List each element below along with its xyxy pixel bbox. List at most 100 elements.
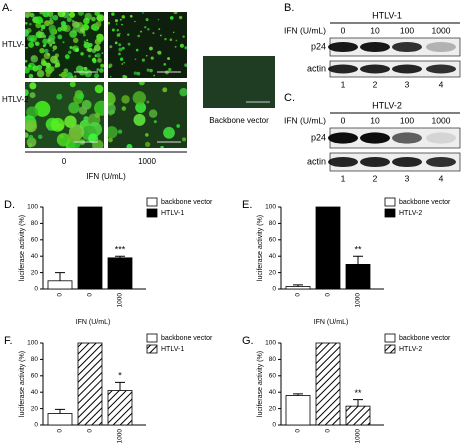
y-tick-label: 40 bbox=[31, 389, 39, 396]
y-axis-label: luciferase activity (%) bbox=[257, 351, 264, 417]
cell bbox=[94, 100, 104, 116]
cell bbox=[169, 16, 174, 20]
cell bbox=[25, 46, 28, 49]
x-tick-label: 0 bbox=[295, 293, 302, 297]
cell bbox=[118, 47, 123, 52]
cell bbox=[68, 12, 76, 18]
micrograph bbox=[25, 82, 104, 148]
cell bbox=[52, 49, 55, 52]
cell bbox=[135, 101, 147, 113]
label: 4 bbox=[439, 79, 444, 89]
y-tick-label: 20 bbox=[269, 405, 277, 412]
cell bbox=[135, 48, 139, 52]
cell bbox=[121, 106, 127, 111]
cell bbox=[83, 17, 90, 25]
cell bbox=[69, 82, 76, 88]
cell bbox=[86, 39, 89, 42]
cells bbox=[108, 12, 187, 78]
x-tick-label: 0 bbox=[295, 429, 302, 433]
cell bbox=[65, 72, 73, 78]
cell bbox=[95, 53, 101, 58]
cell bbox=[94, 112, 101, 119]
cell bbox=[29, 23, 32, 26]
cell bbox=[72, 46, 76, 50]
significance: * bbox=[118, 371, 122, 381]
cell bbox=[115, 23, 118, 25]
cell bbox=[56, 93, 63, 100]
cell bbox=[134, 58, 137, 61]
cell bbox=[29, 82, 37, 90]
cell bbox=[40, 28, 43, 32]
legend-swatch bbox=[146, 197, 158, 207]
cell bbox=[162, 87, 168, 93]
cell bbox=[80, 52, 84, 56]
cell bbox=[37, 134, 43, 140]
cell bbox=[141, 58, 145, 62]
x-tick-label: 0 bbox=[325, 293, 332, 297]
y-tick-label: 40 bbox=[269, 253, 277, 260]
cell bbox=[163, 126, 175, 139]
label: G. bbox=[242, 335, 254, 347]
label: HTLV-2 bbox=[2, 95, 29, 104]
cell bbox=[30, 55, 39, 63]
cell bbox=[133, 71, 138, 75]
cell bbox=[157, 18, 160, 21]
label: 0 bbox=[341, 25, 346, 35]
micrograph-bg bbox=[108, 82, 187, 148]
label: 1000 bbox=[138, 157, 156, 166]
blot-band bbox=[426, 41, 456, 53]
cell bbox=[174, 45, 177, 48]
blot-band bbox=[392, 64, 422, 74]
cell bbox=[145, 18, 149, 22]
blot-band bbox=[392, 156, 422, 168]
cell bbox=[48, 19, 54, 25]
cell bbox=[142, 12, 144, 14]
cell bbox=[157, 51, 159, 54]
cell bbox=[83, 41, 91, 49]
cell bbox=[92, 139, 104, 148]
cells bbox=[108, 82, 187, 148]
cell bbox=[147, 28, 150, 31]
label: HTLV-2 bbox=[372, 100, 402, 110]
cell bbox=[118, 32, 121, 35]
label: HTLV-1 bbox=[2, 40, 29, 49]
cell bbox=[62, 41, 65, 44]
cell bbox=[179, 87, 187, 97]
cell bbox=[25, 21, 28, 25]
cell bbox=[25, 12, 32, 18]
cell bbox=[74, 47, 80, 53]
cell bbox=[111, 12, 115, 16]
bar bbox=[285, 395, 311, 426]
cell bbox=[179, 43, 184, 48]
legend-swatch bbox=[384, 208, 396, 218]
cell bbox=[126, 143, 133, 148]
error-bar bbox=[55, 272, 65, 281]
cell bbox=[28, 73, 34, 78]
label: 100 bbox=[400, 115, 414, 125]
significance: ** bbox=[354, 388, 362, 398]
blot-band bbox=[360, 132, 390, 144]
blot-band bbox=[328, 64, 358, 74]
cell bbox=[29, 37, 34, 42]
blot-band bbox=[328, 41, 358, 53]
micrograph bbox=[25, 12, 104, 78]
cell bbox=[56, 132, 71, 147]
cell bbox=[144, 141, 151, 148]
cell bbox=[82, 23, 90, 31]
cell bbox=[160, 145, 164, 148]
cell bbox=[121, 95, 130, 104]
cell bbox=[28, 64, 32, 68]
cell bbox=[144, 26, 147, 29]
bar bbox=[345, 263, 371, 290]
y-tick-label: 60 bbox=[31, 373, 39, 380]
cell bbox=[57, 34, 63, 40]
cell bbox=[70, 32, 73, 35]
label: 100 bbox=[400, 25, 414, 35]
y-tick-label: 100 bbox=[27, 340, 38, 347]
cell bbox=[28, 134, 34, 140]
label: 4 bbox=[439, 173, 444, 183]
cell bbox=[66, 17, 72, 23]
y-tick-label: 0 bbox=[34, 286, 38, 293]
cell bbox=[92, 25, 96, 29]
label: 3 bbox=[405, 173, 410, 183]
